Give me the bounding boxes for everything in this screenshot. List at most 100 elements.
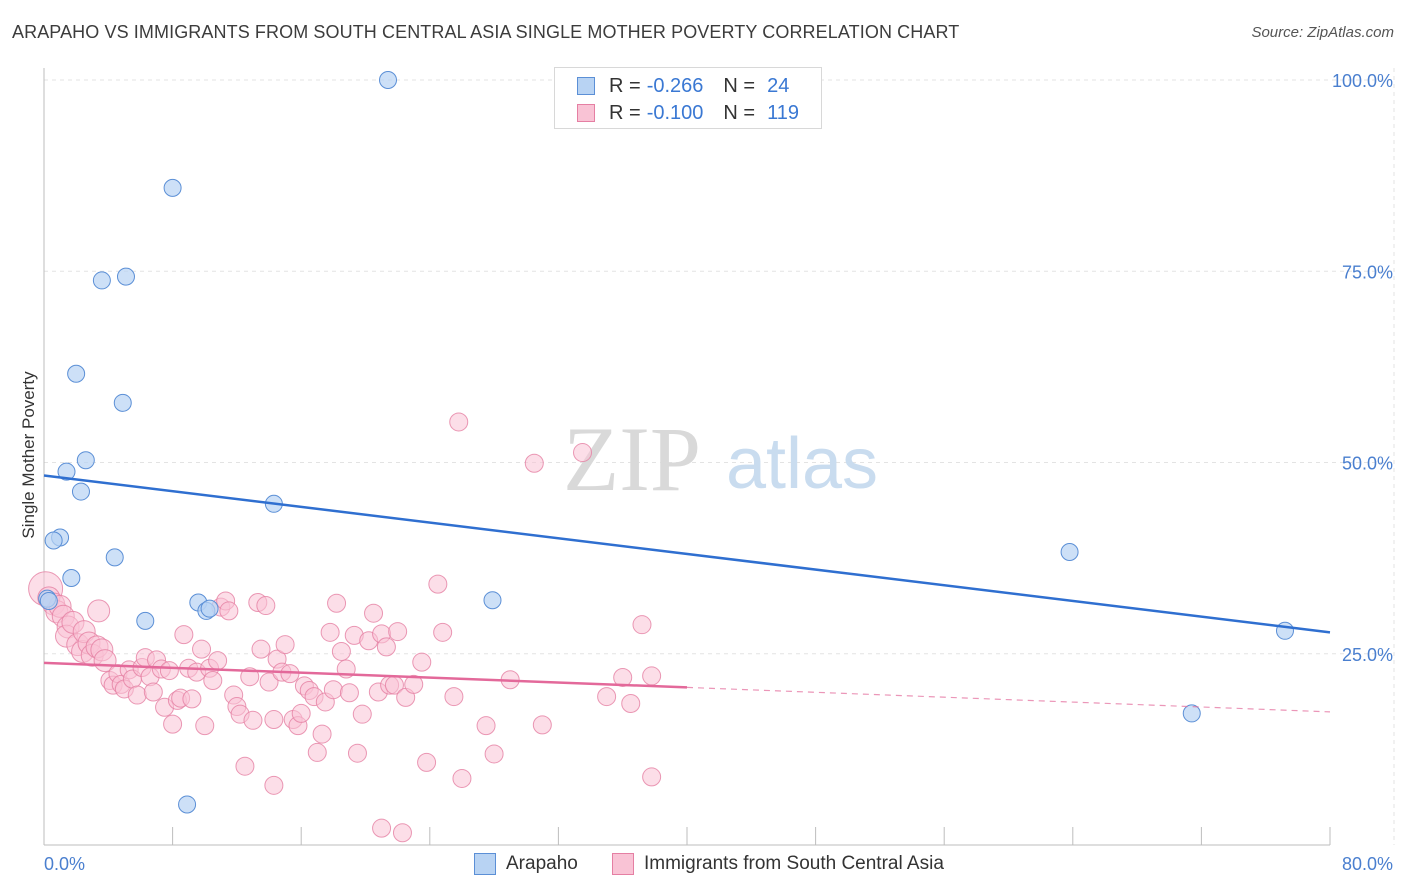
immigrants-point: [428, 574, 448, 594]
immigrants-point: [532, 715, 552, 735]
immigrants-point: [256, 596, 276, 616]
r-label: R =: [609, 101, 641, 124]
immigrants-point: [412, 652, 432, 672]
immigrants-point: [404, 674, 424, 694]
n-value: 119: [767, 101, 799, 124]
arapaho-point: [178, 795, 197, 814]
immigrants-point: [243, 710, 263, 730]
arapaho-point: [1275, 621, 1294, 640]
immigrants-point: [203, 671, 223, 691]
immigrants-point: [364, 603, 384, 623]
immigrants-point: [388, 622, 408, 642]
chart-title: ARAPAHO VS IMMIGRANTS FROM SOUTH CENTRAL…: [12, 22, 960, 42]
axis-labels: 25.0% 50.0% 75.0% 100.0% 0.0% 80.0% Single Mot…: [19, 71, 1393, 874]
immigrants-point: [484, 744, 504, 764]
y-tick-label: 50.0%: [1342, 454, 1393, 474]
arapaho-swatch: [577, 77, 595, 95]
immigrants-point: [621, 693, 641, 713]
arapaho-point: [379, 71, 398, 89]
immigrants-point: [613, 667, 633, 687]
y-tick-label: 25.0%: [1342, 645, 1393, 665]
immigrants-point: [291, 703, 311, 723]
arapaho-point: [39, 591, 58, 610]
arapaho-point: [116, 267, 135, 286]
arapaho-point: [483, 591, 502, 610]
arapaho-point: [67, 364, 86, 383]
immigrants-point: [642, 666, 662, 686]
immigrants-point: [219, 601, 239, 621]
immigrants-point: [323, 680, 343, 700]
immigrants-point: [312, 724, 332, 744]
legend-item-arapaho: Arapaho: [474, 853, 578, 875]
immigrants-point: [327, 593, 347, 613]
immigrants-point: [339, 683, 359, 703]
immigrants-swatch: [577, 104, 595, 122]
watermark: ZIP atlas: [563, 408, 878, 510]
immigrants-point: [307, 742, 327, 762]
n-label: N =: [723, 74, 756, 97]
x-tick-label-min: 0.0%: [44, 854, 85, 874]
immigrants-point: [433, 622, 453, 642]
immigrants-point: [320, 622, 340, 642]
immigrants-point: [347, 743, 367, 763]
immigrants-point: [449, 412, 469, 432]
immigrants-point: [182, 689, 202, 709]
immigrants-point: [632, 615, 652, 635]
watermark-atlas: atlas: [726, 424, 878, 504]
immigrants-legend-label: Immigrants from South Central Asia: [644, 853, 944, 874]
r-value: -0.266: [646, 74, 704, 97]
immigrants-point: [597, 687, 617, 707]
y-tick-label: 75.0%: [1342, 262, 1393, 282]
immigrants-point: [476, 716, 496, 736]
immigrants-point: [452, 768, 472, 788]
arapaho-trend-line: [43, 474, 1331, 634]
axes: [43, 68, 1331, 846]
immigrants-point: [376, 637, 396, 657]
immigrants-trend-extension: [686, 686, 1331, 713]
arapaho-legend-swatch: [474, 853, 496, 875]
immigrants-point: [87, 599, 111, 623]
legend-row-immigrants: R = -0.100 N = 119: [577, 100, 799, 126]
immigrants-point: [192, 639, 212, 659]
immigrants-point: [259, 672, 279, 692]
immigrants-point: [143, 682, 163, 702]
immigrants-point: [524, 453, 544, 473]
immigrants-point: [240, 667, 260, 687]
immigrants-point: [174, 625, 194, 645]
immigrants-point: [444, 687, 464, 707]
n-label: N =: [723, 101, 756, 124]
y-axis-title: Single Mother Poverty: [19, 371, 38, 539]
immigrants-point: [573, 443, 593, 463]
trend-lines: [43, 474, 1331, 713]
arapaho-point: [44, 531, 63, 550]
immigrants-point: [235, 756, 255, 776]
immigrants-point: [264, 775, 284, 795]
y-tick-label: 100.0%: [1332, 71, 1393, 91]
grid-lines: [44, 68, 1395, 845]
arapaho-point: [136, 611, 155, 630]
arapaho-point: [62, 569, 81, 588]
source-label: Source: ZipAtlas.com: [1251, 24, 1394, 41]
arapaho-point: [1182, 704, 1201, 723]
immigrants-point: [275, 635, 295, 655]
legend-row-arapaho: R = -0.266 N = 24: [577, 73, 789, 99]
immigrants-point: [392, 823, 412, 843]
arapaho-point: [1060, 543, 1079, 562]
series-legend: Arapaho Immigrants from South Central As…: [0, 850, 1406, 880]
immigrants-legend-swatch: [612, 853, 634, 875]
immigrants-point: [417, 752, 437, 772]
immigrants-point: [352, 704, 372, 724]
n-value: 24: [767, 74, 790, 97]
x-tick-label-max: 80.0%: [1342, 854, 1393, 874]
arapaho-point: [105, 548, 124, 567]
immigrants-point: [331, 641, 351, 661]
legend-item-immigrants: Immigrants from South Central Asia: [612, 853, 944, 875]
r-label: R =: [609, 74, 641, 97]
immigrants-point: [372, 818, 392, 838]
arapaho-point: [71, 482, 90, 501]
arapaho-point: [200, 599, 219, 618]
correlation-legend: R = -0.266 N = 24 R = -0.100 N = 119: [554, 67, 822, 129]
arapaho-legend-label: Arapaho: [506, 853, 578, 874]
immigrants-trend-line: [43, 661, 688, 689]
